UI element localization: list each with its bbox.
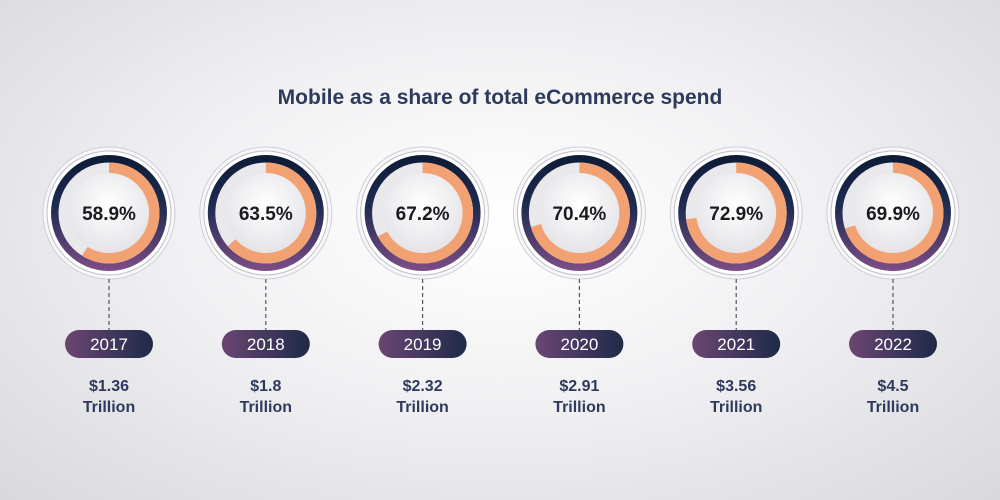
year-label: 2017 — [90, 335, 128, 354]
year-label: 2021 — [717, 335, 755, 354]
spend-amount: $3.56 — [716, 378, 756, 395]
spend-amount: $2.32 — [403, 378, 443, 395]
donut-group: 67.2% 2019 $2.32 Trillion — [356, 146, 490, 416]
spend-unit: Trillion — [867, 399, 919, 416]
year-label: 2022 — [874, 335, 912, 354]
year-pill — [692, 330, 781, 358]
donut-inner-disc — [225, 173, 306, 253]
donut-value-arc — [215, 162, 317, 264]
donut-value-label: 67.2% — [396, 204, 450, 225]
donut-value-arc — [528, 162, 630, 264]
year-pill — [849, 330, 937, 358]
donut-group: 63.5% 2018 $1.8 Trillion — [199, 146, 333, 416]
donut-value-label: 72.9% — [709, 204, 763, 225]
spend-unit: Trillion — [710, 399, 762, 416]
donut-group: 69.9% 2022 $4.5 Trillion — [826, 146, 960, 416]
donut-inner-disc — [539, 173, 620, 253]
spend-unit: Trillion — [83, 399, 135, 416]
spend-unit: Trillion — [396, 399, 448, 416]
year-pill — [65, 330, 153, 358]
donut-group: 70.4% 2020 $2.91 Trillion — [512, 146, 646, 416]
donut-value-label: 70.4% — [552, 204, 606, 225]
donut-group: 72.9% 2021 $3.56 Trillion — [669, 146, 803, 416]
spend-amount: $1.8 — [250, 378, 281, 395]
donut-value-label: 58.9% — [82, 204, 136, 225]
spend-unit: Trillion — [553, 399, 605, 416]
year-label: 2018 — [247, 335, 285, 354]
year-label: 2019 — [404, 335, 442, 354]
year-pill — [221, 330, 310, 358]
donut-inner-disc — [696, 173, 777, 253]
donut-value-arc — [842, 162, 944, 264]
spend-unit: Trillion — [240, 399, 292, 416]
donut-value-label: 63.5% — [239, 204, 293, 225]
donut-value-arc — [685, 162, 787, 264]
year-pill — [535, 330, 624, 358]
year-pill — [378, 330, 467, 358]
donut-inner-disc — [69, 173, 149, 253]
donut-value-arc — [372, 162, 474, 264]
donut-value-arc — [58, 162, 160, 264]
spend-amount: $1.36 — [89, 378, 129, 395]
year-label: 2020 — [560, 335, 598, 354]
spend-amount: $4.5 — [877, 378, 908, 395]
chart-title: Mobile as a share of total eCommerce spe… — [277, 86, 723, 109]
donut-group: 58.9% 2017 $1.36 Trillion — [42, 146, 176, 416]
spend-amount: $2.91 — [559, 378, 599, 395]
donut-inner-disc — [382, 173, 463, 253]
donut-value-label: 69.9% — [866, 204, 920, 225]
donut-inner-disc — [853, 173, 933, 253]
